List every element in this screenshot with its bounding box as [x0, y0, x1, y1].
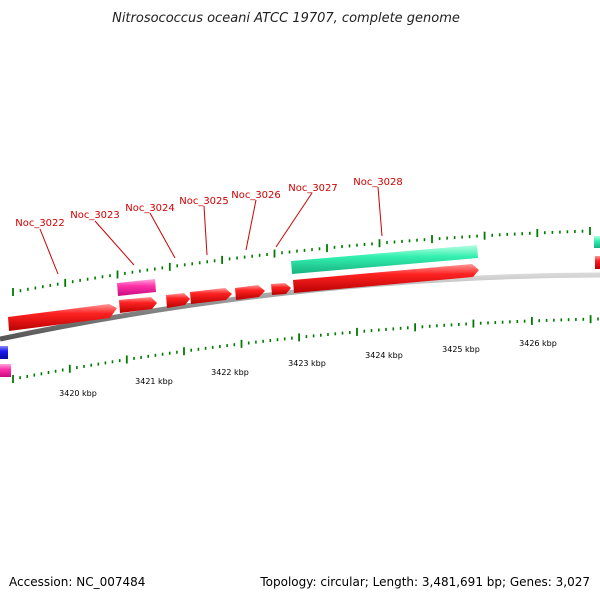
cds-left-edge-pink: [0, 364, 11, 377]
gene-label-noc-3023: Noc_3023: [70, 210, 120, 221]
accession-text: Accession: NC_007484: [9, 575, 145, 589]
genome-summary-text: Topology: circular; Length: 3,481,691 bp…: [259, 575, 590, 589]
cds-noc-3022: [8, 304, 117, 331]
cds-right-edge-red: [595, 256, 600, 269]
cds-noc-3028: [293, 264, 479, 293]
cds-noc-3027: [271, 283, 291, 295]
tick-row-upper: [12, 227, 591, 296]
cds-noc-3026: [235, 285, 265, 300]
cds-noc-3023: [119, 297, 157, 313]
cds-noc-3024: [166, 293, 190, 308]
gene-label-noc-3022: Noc_3022: [15, 218, 65, 229]
gene-label-noc-3027: Noc_3027: [288, 183, 338, 194]
position-label-3425: 3425 kbp: [442, 345, 480, 354]
gene-label-noc-3028: Noc_3028: [353, 177, 403, 188]
position-label-3422: 3422 kbp: [211, 368, 249, 377]
cds-noc-3023-reverse: [117, 279, 156, 296]
position-label-3421: 3421 kbp: [135, 377, 173, 386]
cds-noc-3025: [190, 288, 232, 304]
map-title: Nitrosococcus oceani ATCC 19707, complet…: [112, 11, 460, 26]
gene-label-noc-3025: Noc_3025: [179, 196, 229, 207]
position-label-3420: 3420 kbp: [59, 389, 97, 398]
gene-label-noc-3024: Noc_3024: [125, 203, 175, 214]
cds-right-edge-teal: [594, 236, 600, 248]
position-label-3426: 3426 kbp: [519, 339, 557, 348]
feature-noc-3028: [291, 245, 478, 274]
tick-row-lower: [12, 315, 599, 383]
position-label-3423: 3423 kbp: [288, 359, 326, 368]
position-label-3424: 3424 kbp: [365, 351, 403, 360]
cds-left-edge-blue: [0, 346, 8, 359]
gene-label-noc-3026: Noc_3026: [231, 190, 281, 201]
label-leaders: [39, 186, 383, 275]
